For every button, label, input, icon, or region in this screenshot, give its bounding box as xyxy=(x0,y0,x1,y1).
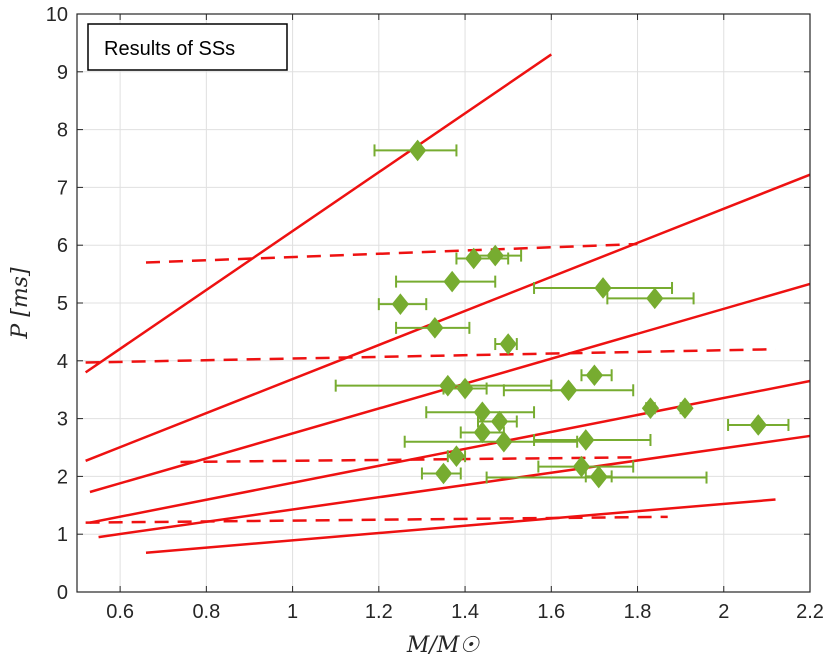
y-axis-label: P [ms] xyxy=(8,267,33,340)
solid-fit-line xyxy=(145,498,776,554)
solid-fit-line xyxy=(85,173,811,462)
solid-fit-line xyxy=(98,434,811,539)
data-point xyxy=(434,462,453,485)
x-tick-label: 1.4 xyxy=(451,601,479,623)
y-tick-label: 3 xyxy=(57,409,68,431)
x-tick-label: 2 xyxy=(718,601,729,623)
data-point xyxy=(447,445,466,467)
data-point xyxy=(749,414,767,436)
data-point xyxy=(676,397,694,419)
y-tick-label: 0 xyxy=(57,582,68,604)
y-tick-label: 9 xyxy=(57,62,68,84)
data-point xyxy=(594,277,612,299)
y-tick-label: 10 xyxy=(46,4,68,26)
y-tick-label: 2 xyxy=(57,466,68,488)
y-tick-label: 5 xyxy=(57,293,68,315)
dashed-fit-line xyxy=(85,515,668,524)
data-point xyxy=(577,429,595,451)
data-point xyxy=(585,364,604,387)
data-point xyxy=(486,244,504,267)
x-tick-label: 0.6 xyxy=(106,601,134,623)
data-point xyxy=(559,379,578,402)
x-tick-label: 1.2 xyxy=(365,601,393,623)
data-point xyxy=(495,430,513,453)
data-point xyxy=(590,466,608,489)
solid-fit-line xyxy=(84,53,552,374)
x-tick-label: 1.8 xyxy=(624,601,652,623)
data-series xyxy=(84,53,811,554)
data-point xyxy=(391,293,410,315)
legend: Results of SSs xyxy=(87,23,288,71)
y-tick-label: 8 xyxy=(57,120,68,142)
data-point xyxy=(499,333,517,355)
y-tick-label: 7 xyxy=(57,177,68,199)
data-point xyxy=(465,247,483,270)
y-tick-label: 4 xyxy=(57,351,68,373)
data-point xyxy=(443,270,461,293)
data-point xyxy=(572,455,591,478)
data-point xyxy=(456,377,474,400)
x-tick-label: 1.6 xyxy=(537,601,565,623)
data-point xyxy=(408,139,427,162)
data-point xyxy=(439,374,457,397)
legend-box xyxy=(87,23,288,71)
x-axis-label: M/M☉ xyxy=(406,633,480,658)
data-point xyxy=(426,317,444,339)
data-point xyxy=(490,410,509,433)
data-point xyxy=(641,397,660,419)
data-point xyxy=(646,287,664,310)
dashed-fit-line xyxy=(145,242,638,264)
axes: 0.6 0.8 1 1.2 1.4 1.6 1.8 2 2.2 0 1 2 3 4 5 6 7 8 9 10 xyxy=(46,4,824,623)
x-tick-label: 1 xyxy=(287,601,298,623)
y-tick-label: 1 xyxy=(57,524,68,546)
x-tick-label: 2.2 xyxy=(796,601,824,623)
dashed-fit-line xyxy=(85,347,776,364)
data-point xyxy=(473,421,491,444)
dashed-fit-line xyxy=(180,456,638,464)
legend-label: Results of SSs xyxy=(104,38,235,60)
x-tick-label: 0.8 xyxy=(192,601,220,623)
y-tick-label: 6 xyxy=(57,235,68,257)
